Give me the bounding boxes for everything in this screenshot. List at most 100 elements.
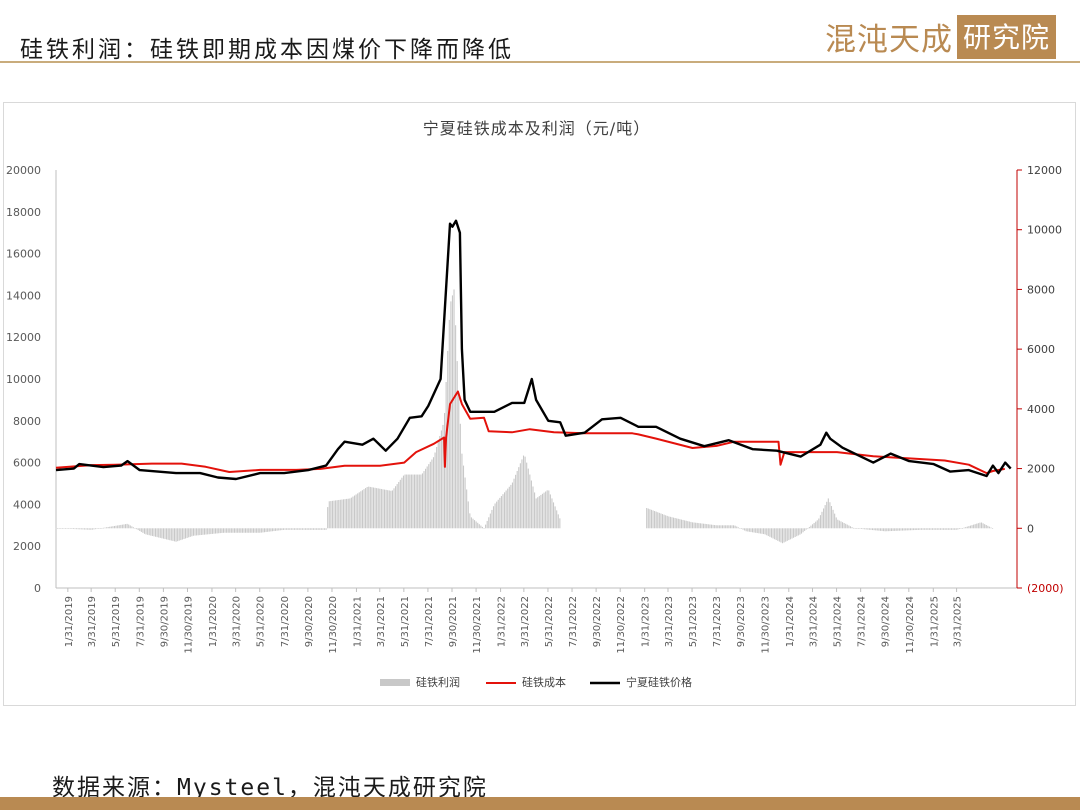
profit-bar (778, 528, 780, 542)
profit-bar (838, 520, 840, 529)
profit-bar (371, 487, 373, 529)
profit-bar (725, 525, 727, 529)
profit-bar (770, 528, 773, 538)
profit-bar (748, 528, 750, 532)
profit-bar (91, 528, 93, 530)
profit-bar (992, 528, 994, 529)
profit-bar (652, 510, 654, 529)
profit-bar (723, 525, 725, 529)
profit-bar (115, 525, 117, 529)
profit-bar (200, 528, 202, 535)
profit-bar (799, 528, 801, 535)
profit-bar (338, 499, 340, 529)
profit-bar (208, 528, 210, 535)
profit-bar (267, 528, 269, 532)
profit-bar (731, 525, 733, 529)
profit-bar (796, 528, 798, 537)
profit-bar (387, 490, 389, 529)
profit-bar (718, 525, 720, 529)
profit-bar (453, 289, 455, 529)
profit-bar (420, 474, 422, 529)
profit-bar (464, 477, 466, 529)
profit-bar (151, 528, 153, 536)
right-tick-label: 8000 (1027, 283, 1055, 296)
right-tick-label: 10000 (1027, 224, 1062, 237)
profit-bar (489, 513, 491, 529)
profit-bar (237, 528, 239, 533)
profit-bar (897, 528, 899, 531)
x-tick-label: 11/30/2020 (328, 596, 339, 654)
profit-bar (679, 519, 681, 529)
profit-bar (303, 528, 305, 530)
profit-bar (153, 528, 155, 537)
profit-bar (744, 528, 746, 531)
profit-bar (488, 517, 490, 529)
profit-bar (887, 528, 889, 532)
profit-bar (871, 528, 874, 531)
profit-bar (180, 528, 182, 541)
profit-bar (458, 393, 460, 529)
profit-bar (99, 528, 101, 529)
profit-bar (461, 453, 463, 529)
profit-bar (979, 522, 981, 529)
profit-bar (938, 528, 940, 530)
profit-bar (175, 528, 177, 542)
profit-bar (511, 482, 514, 529)
profit-bar (753, 528, 755, 533)
profit-bar (661, 514, 664, 529)
profit-bar (791, 528, 793, 539)
profit-bar (293, 528, 296, 530)
profit-bar (483, 528, 485, 529)
profit-bar (818, 518, 820, 529)
profit-bar (663, 514, 665, 529)
profit-bar (474, 520, 476, 529)
profit-bar (883, 528, 885, 532)
profit-bar (383, 489, 386, 529)
profit-bar (717, 525, 719, 529)
profit-bar (903, 528, 905, 531)
logo-box-text: 研究院 (956, 14, 1056, 59)
x-tick-label: 9/30/2020 (304, 596, 315, 647)
profit-bar (311, 528, 313, 530)
profit-bar (892, 528, 894, 531)
profit-bar (202, 528, 204, 535)
profit-bar (704, 523, 706, 529)
profit-bar (826, 501, 828, 529)
profit-bar (805, 528, 807, 530)
profit-bar (83, 528, 86, 530)
profit-bar (952, 528, 954, 530)
profit-bar (415, 474, 417, 529)
profit-bar (388, 490, 390, 529)
profit-bar (548, 490, 550, 529)
profit-bar (935, 528, 937, 530)
x-tick-label: 11/30/2022 (616, 596, 627, 654)
profit-bar (654, 511, 656, 529)
profit-bar (282, 528, 285, 530)
legend-label-cost: 硅铁成本 (522, 675, 566, 689)
profit-bar (944, 528, 946, 530)
profit-bar (342, 499, 345, 529)
right-tick-label: (2000) (1027, 582, 1064, 595)
profit-bar (924, 528, 926, 530)
profit-bar (409, 474, 411, 529)
profit-bar (851, 527, 853, 529)
profit-bar (941, 528, 943, 530)
profit-bar (183, 528, 185, 540)
profit-bar (262, 528, 264, 533)
profit-bar (164, 528, 166, 540)
profit-bar (890, 528, 893, 532)
profit-bar (120, 524, 122, 529)
profit-bar (902, 528, 904, 531)
profit-bar (726, 525, 728, 529)
profit-bar (674, 518, 676, 529)
profit-bar (875, 528, 877, 531)
x-tick-label: 9/30/2021 (448, 596, 459, 647)
profit-bar (541, 493, 544, 529)
profit-bar (966, 526, 968, 529)
profit-bar (650, 509, 652, 529)
profit-bar (436, 446, 438, 529)
profit-bar (72, 528, 74, 530)
profit-bar (755, 528, 757, 533)
profit-bar (421, 473, 423, 529)
profit-bar (859, 528, 861, 529)
